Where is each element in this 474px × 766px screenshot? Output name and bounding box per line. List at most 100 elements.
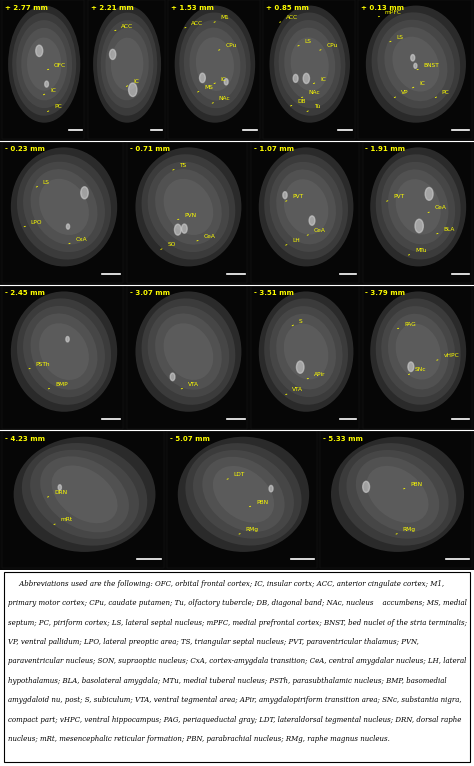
- Text: hypothalamus; BLA, basolateral amygdala; MTu, medial tuberal nucleus; PSTh, para: hypothalamus; BLA, basolateral amygdala;…: [8, 676, 446, 685]
- Ellipse shape: [377, 20, 455, 109]
- Text: NAc: NAc: [212, 96, 230, 103]
- Text: BNST: BNST: [417, 63, 439, 70]
- Ellipse shape: [346, 450, 448, 538]
- Text: VP, ventral pallidum; LPO, lateral preoptic area; TS, triangular septal nucleus;: VP, ventral pallidum; LPO, lateral preop…: [8, 638, 419, 646]
- Ellipse shape: [356, 457, 439, 532]
- Text: SO: SO: [161, 242, 176, 250]
- Bar: [251, 142, 359, 283]
- Text: CeA: CeA: [428, 205, 447, 213]
- Ellipse shape: [39, 178, 89, 235]
- Text: S: S: [292, 319, 302, 326]
- Ellipse shape: [164, 178, 213, 235]
- Text: RMg: RMg: [396, 527, 416, 534]
- Ellipse shape: [12, 12, 76, 116]
- Ellipse shape: [370, 147, 466, 267]
- Ellipse shape: [136, 147, 241, 267]
- Text: TS: TS: [173, 163, 187, 170]
- Ellipse shape: [276, 169, 336, 244]
- Ellipse shape: [279, 20, 341, 108]
- Bar: [2, 142, 123, 283]
- Ellipse shape: [291, 38, 329, 91]
- Text: compact part; vHPC, ventral hippocampus; PAG, periaqueductal gray; LDT, laterald: compact part; vHPC, ventral hippocampus;…: [8, 715, 461, 724]
- Ellipse shape: [22, 443, 147, 545]
- Ellipse shape: [284, 28, 335, 100]
- Ellipse shape: [184, 20, 246, 108]
- Circle shape: [415, 219, 423, 233]
- Ellipse shape: [148, 162, 229, 252]
- Ellipse shape: [17, 154, 111, 260]
- Ellipse shape: [97, 12, 157, 116]
- Text: PVT: PVT: [286, 194, 303, 201]
- Text: PVN: PVN: [178, 212, 196, 220]
- Ellipse shape: [396, 323, 441, 380]
- Text: - 1.07 mm: - 1.07 mm: [254, 146, 294, 152]
- Ellipse shape: [396, 179, 441, 234]
- Text: LPO: LPO: [24, 220, 42, 227]
- Circle shape: [425, 188, 433, 200]
- Text: CxA: CxA: [69, 237, 87, 244]
- Text: PBN: PBN: [249, 499, 268, 506]
- Text: - 5.07 mm: - 5.07 mm: [170, 436, 210, 442]
- Ellipse shape: [284, 179, 328, 234]
- Text: CPu: CPu: [219, 43, 237, 51]
- Text: mPFC: mPFC: [378, 10, 402, 17]
- Text: DRN: DRN: [47, 490, 67, 497]
- Text: OFC: OFC: [47, 63, 66, 70]
- Circle shape: [66, 224, 70, 229]
- Ellipse shape: [105, 28, 149, 100]
- Text: MTu: MTu: [409, 248, 427, 255]
- Circle shape: [408, 362, 414, 372]
- Bar: [167, 431, 317, 568]
- Ellipse shape: [30, 169, 98, 244]
- Circle shape: [200, 74, 205, 83]
- Text: LH: LH: [286, 238, 300, 245]
- Ellipse shape: [11, 147, 117, 267]
- Ellipse shape: [148, 306, 229, 398]
- Text: - 3.07 mm: - 3.07 mm: [130, 290, 170, 296]
- Text: ACC: ACC: [280, 15, 298, 22]
- Ellipse shape: [372, 12, 460, 116]
- Text: PBN: PBN: [403, 482, 422, 489]
- Text: - 0.23 mm: - 0.23 mm: [5, 146, 45, 152]
- Ellipse shape: [8, 5, 80, 123]
- Ellipse shape: [142, 154, 235, 260]
- Ellipse shape: [155, 169, 222, 244]
- Text: Tu: Tu: [307, 104, 320, 112]
- Ellipse shape: [11, 291, 117, 412]
- Ellipse shape: [196, 38, 234, 91]
- Text: - 1.91 mm: - 1.91 mm: [365, 146, 405, 152]
- Circle shape: [174, 224, 181, 235]
- Ellipse shape: [270, 162, 343, 252]
- Ellipse shape: [193, 450, 294, 538]
- Text: IC: IC: [412, 80, 425, 88]
- Ellipse shape: [101, 20, 154, 108]
- Bar: [4, 572, 470, 762]
- Text: LDT: LDT: [227, 472, 245, 480]
- Text: IC: IC: [126, 80, 139, 87]
- Text: - 2.45 mm: - 2.45 mm: [5, 290, 45, 296]
- Text: VTA: VTA: [286, 388, 303, 394]
- Text: + 1.53 mm: + 1.53 mm: [171, 5, 214, 11]
- Ellipse shape: [276, 314, 336, 389]
- Text: BLA: BLA: [437, 227, 455, 234]
- Ellipse shape: [376, 154, 461, 260]
- Ellipse shape: [111, 38, 143, 90]
- Ellipse shape: [384, 27, 447, 101]
- Ellipse shape: [142, 299, 235, 404]
- Text: nucleus; mRt, mesencephalic reticular formation; PBN, parabrachial nucleus; RMg,: nucleus; mRt, mesencephalic reticular fo…: [8, 735, 390, 743]
- Text: + 2.21 mm: + 2.21 mm: [91, 5, 133, 11]
- Ellipse shape: [259, 147, 354, 267]
- Bar: [0, 0, 474, 570]
- Text: DB: DB: [291, 99, 306, 106]
- Text: - 5.33 mm: - 5.33 mm: [323, 436, 363, 442]
- Circle shape: [66, 336, 69, 342]
- Text: LS: LS: [298, 39, 311, 46]
- Text: PAG: PAG: [398, 322, 416, 329]
- Bar: [358, 0, 472, 139]
- Bar: [127, 142, 247, 283]
- Circle shape: [128, 83, 137, 97]
- Circle shape: [36, 45, 43, 57]
- Ellipse shape: [190, 28, 240, 100]
- Circle shape: [224, 79, 228, 85]
- Circle shape: [45, 81, 48, 87]
